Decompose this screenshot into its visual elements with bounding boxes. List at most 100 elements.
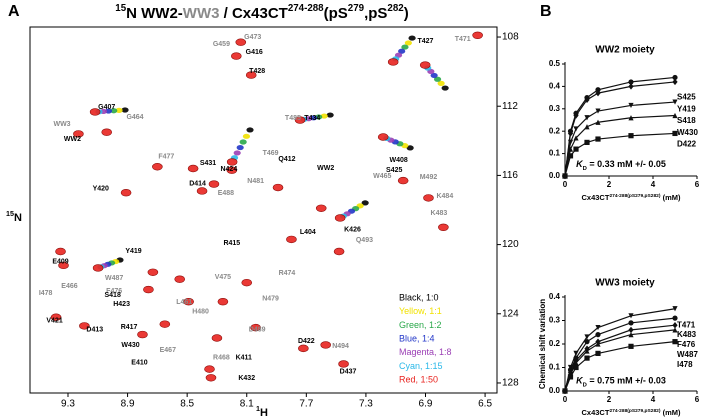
marker [595, 341, 601, 347]
series-label: I478 [677, 360, 693, 369]
peak [437, 80, 445, 86]
peak-label: R415 [223, 240, 240, 247]
peak-label: K484 [436, 193, 453, 200]
x-tick-label: 7.3 [359, 399, 373, 410]
legend-box [395, 291, 493, 388]
marker [573, 135, 579, 141]
peak-label: E466 [61, 283, 77, 290]
peak-label: D489 [249, 327, 266, 334]
peak [174, 275, 186, 283]
y-tick-label: 0.4 [549, 292, 561, 301]
peak [404, 40, 412, 46]
peak [147, 268, 159, 276]
series-label: D422 [677, 140, 697, 149]
series-label: S425 [677, 93, 696, 102]
text-segment: 274-288(pS279,pS282) [609, 193, 660, 199]
series-label: K483 [677, 330, 697, 339]
peak [211, 334, 223, 342]
y-tick-label: 0.2 [549, 126, 561, 135]
peak-label: N494 [332, 343, 349, 350]
peak [101, 128, 113, 136]
peak-label: Y420 [93, 186, 109, 193]
x-tick-label: 4 [651, 395, 656, 404]
marker [595, 324, 601, 331]
x-tick-label: 6.5 [478, 399, 492, 410]
fit-line [564, 132, 676, 177]
text-segment: WW3 [183, 5, 220, 22]
peak [205, 374, 217, 382]
peak-label: T485 [285, 115, 301, 122]
panel-letter: A [8, 3, 20, 20]
y-tick-label: 0.2 [549, 339, 561, 348]
peak-label: E467 [160, 347, 176, 354]
peak [226, 158, 238, 166]
x-tick-label: 9.3 [61, 399, 75, 410]
text-segment: (mM) [661, 408, 681, 417]
peak-label: N424 [220, 166, 237, 173]
marker [628, 79, 634, 85]
series-label: W430 [677, 128, 698, 137]
legend-entry: Green, 1:2 [399, 320, 442, 330]
x-axis-label: 1H [256, 405, 268, 419]
marker [672, 315, 678, 321]
peak-label: T427 [418, 38, 434, 45]
legend-entry: Cyan, 1:15 [399, 361, 443, 371]
series-label: W487 [677, 350, 698, 359]
peak-label: T469 [263, 150, 279, 157]
peak [110, 108, 118, 114]
peak-label: Q412 [278, 156, 295, 163]
marker [562, 173, 568, 179]
text-segment: N WW2- [126, 5, 183, 22]
x-tick-label: 8.5 [180, 399, 194, 410]
marker [573, 364, 579, 371]
peak-label: K426 [344, 227, 361, 234]
y-tick-label: 124 [502, 308, 519, 319]
y-tick-label: 0.0 [549, 386, 561, 395]
peak-label: V475 [215, 274, 231, 281]
peak [408, 35, 416, 41]
legend-entry: Black, 1:0 [399, 292, 439, 302]
x-tick-label: 8.1 [240, 399, 254, 410]
marker [672, 306, 678, 312]
peak [143, 285, 154, 294]
y-tick-label: 120 [502, 239, 519, 250]
peak-label: W487 [105, 275, 123, 282]
peak [58, 261, 69, 270]
marker [584, 348, 590, 354]
text-segment: Cx43CT [582, 193, 610, 202]
peak-label: L461 [176, 299, 192, 306]
peak-label: G464 [126, 114, 143, 121]
peak-label: D414 [189, 181, 206, 188]
peak-label: K483 [431, 210, 448, 217]
peak-label: E488 [218, 190, 234, 197]
legend-entry: Red, 1:50 [399, 375, 438, 385]
marker [672, 99, 678, 105]
y-tick-label: 0.3 [549, 104, 561, 113]
peak-label: R417 [121, 324, 138, 331]
marker [567, 130, 574, 137]
x-tick-label: 6.9 [419, 399, 433, 410]
peak [92, 264, 104, 272]
peak [334, 214, 346, 222]
x-tick-label: 4 [651, 180, 656, 189]
marker [595, 89, 601, 97]
marker [595, 119, 601, 125]
panel-letter: B [540, 3, 552, 20]
marker [628, 102, 634, 109]
marker [595, 136, 601, 142]
text-segment: 274-288(pS279,pS282) [609, 408, 660, 414]
text-segment: H [260, 407, 268, 419]
x-tick-label: 6 [695, 180, 700, 189]
kd-annotation: KD = 0.75 mM +/- 0.03 [576, 376, 666, 388]
peak-label: N481 [247, 178, 264, 185]
marker [562, 388, 568, 394]
chart-title: WW3 moiety [595, 278, 655, 289]
peak-label: H480 [192, 309, 209, 316]
peak-label: R474 [279, 270, 296, 277]
peak-label: D422 [298, 338, 315, 345]
marker [628, 332, 634, 338]
peak [333, 247, 345, 256]
peak [438, 223, 449, 231]
text-segment: Cx43CT [582, 408, 610, 417]
